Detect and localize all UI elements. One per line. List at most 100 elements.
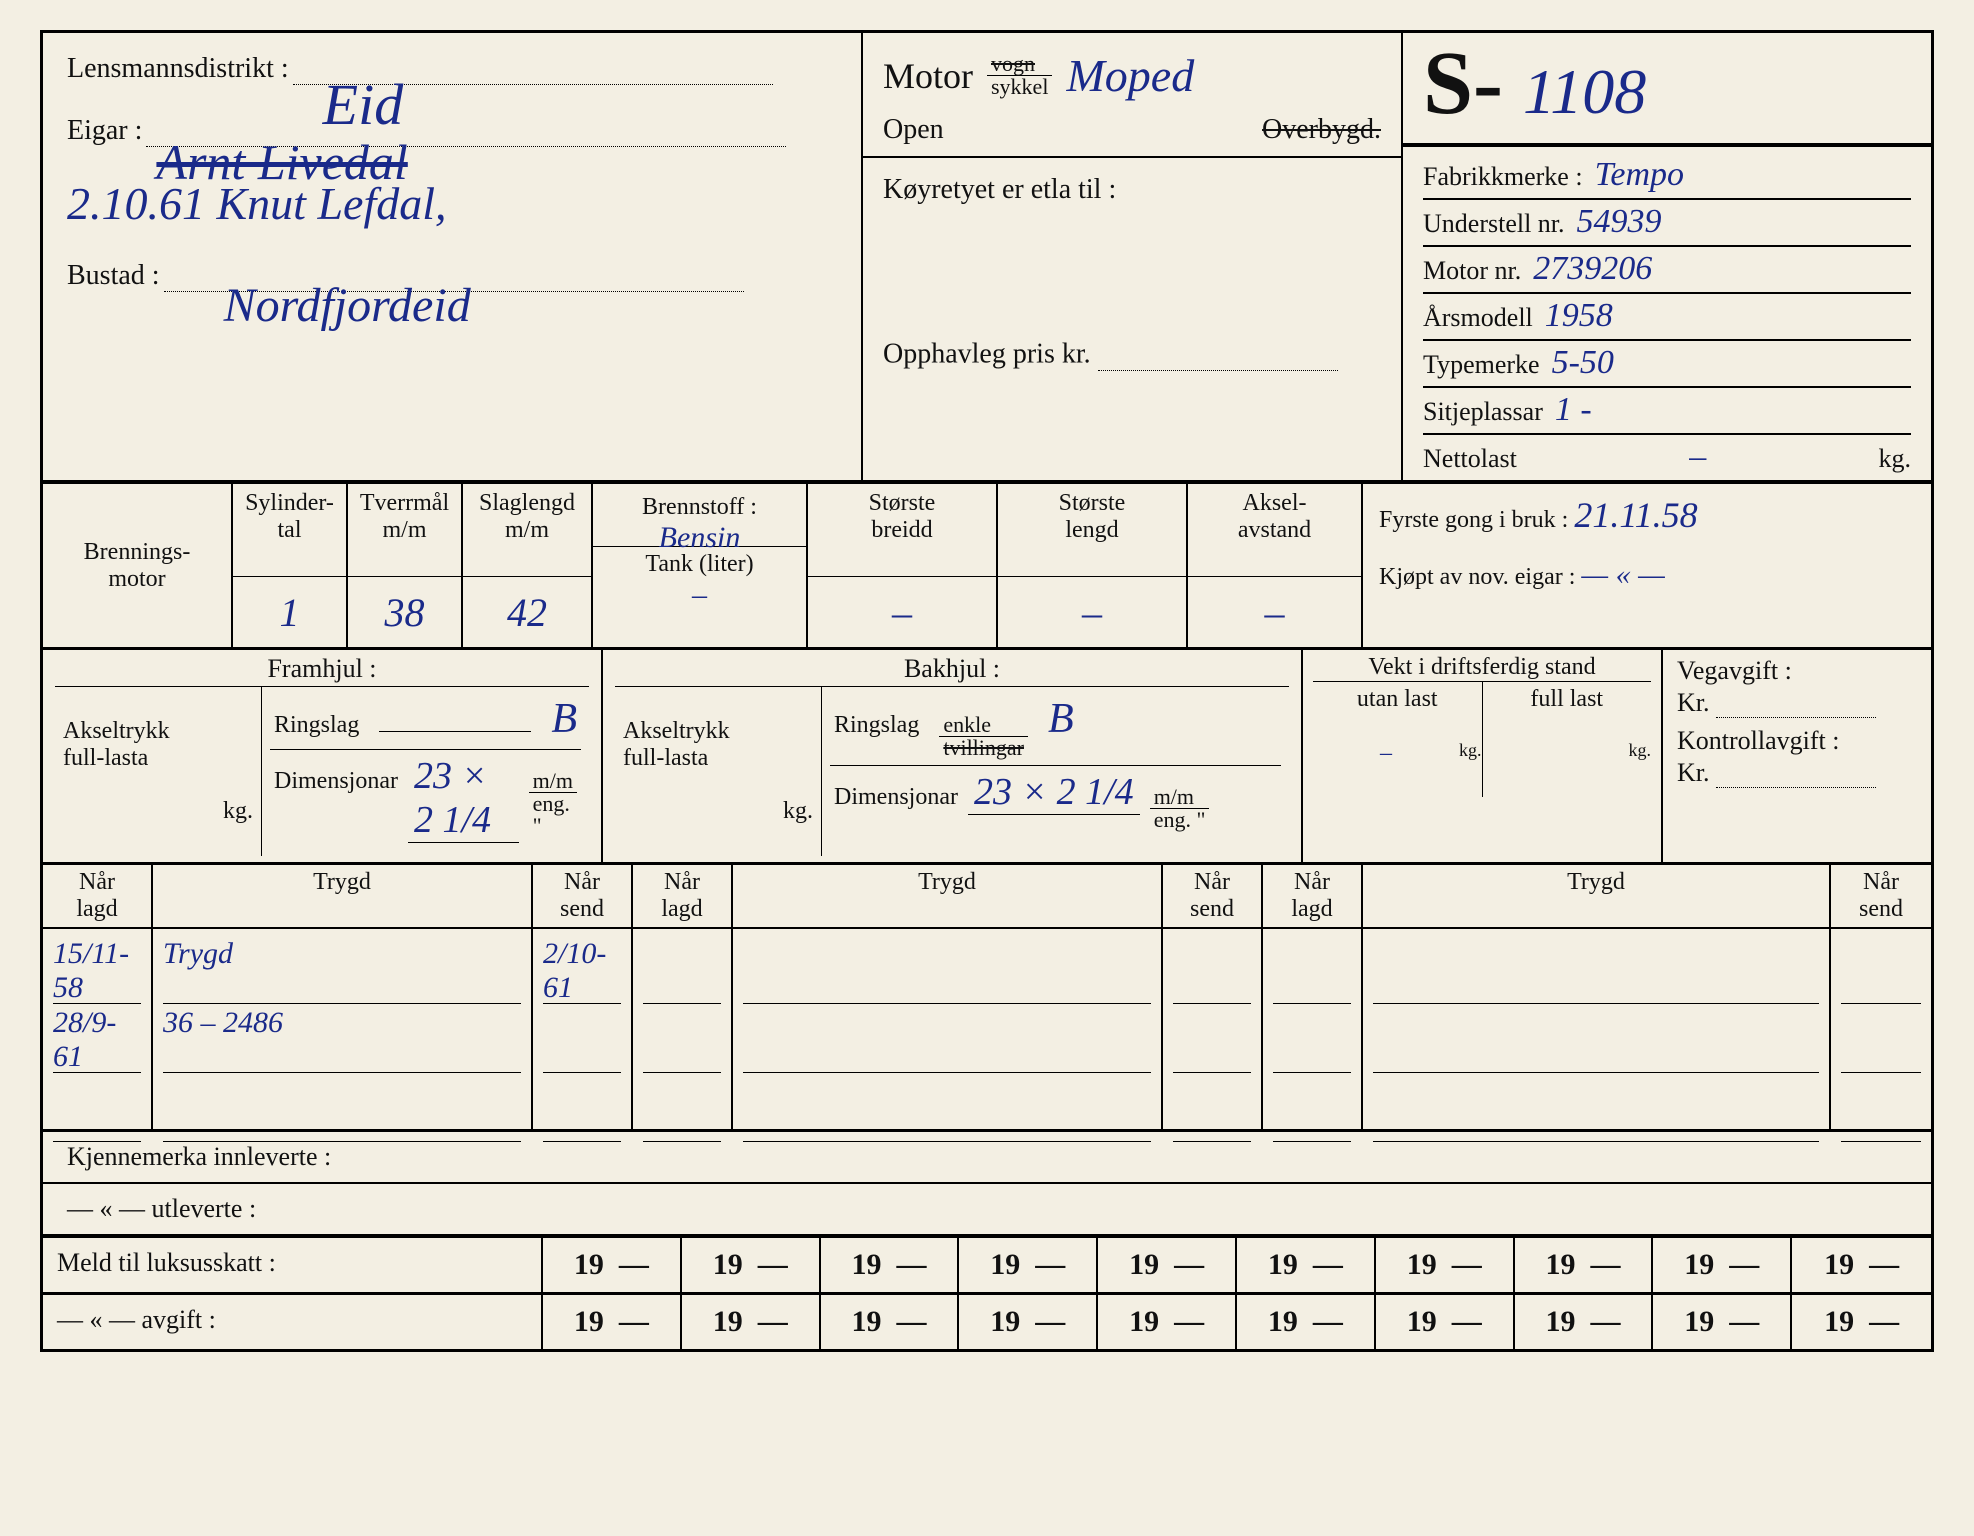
nar-send-1: Når send — [533, 865, 633, 927]
s-number-box: S- 1108 — [1403, 33, 1931, 147]
year-cell: 19 — — [1098, 1238, 1237, 1292]
s-prefix: S- — [1423, 43, 1503, 124]
year-cell: 19 — — [543, 1295, 682, 1349]
arsmodell-value: 1958 — [1545, 297, 1911, 335]
luksus-strip: Meld til luksusskatt : 19 — 19 — 19 — 19… — [40, 1238, 1934, 1295]
ringslag-label-2: Ringslag — [834, 712, 919, 739]
eng-label: eng. " — [529, 793, 577, 837]
tank-label: Tank (liter) — [645, 551, 753, 577]
mm-label: m/m — [529, 770, 577, 793]
kjopt-value: — « — — [1581, 558, 1664, 591]
mid-panel: Motor vogn sykkel Moped Open Overbygd. K… — [863, 33, 1403, 480]
trygd-c4 — [633, 929, 733, 1129]
nettolast-value: – — [1529, 438, 1867, 476]
fabrikkmerke-label: Fabrikkmerke : — [1423, 162, 1583, 192]
right-engine-fields: Fyrste gong i bruk : 21.11.58 Kjøpt av n… — [1363, 484, 1931, 647]
typemerke-label: Typemerke — [1423, 350, 1540, 380]
mm-label-2: m/m — [1150, 786, 1210, 809]
sylinder-value: 1 — [233, 576, 346, 647]
utan-last-value: – — [1380, 740, 1392, 766]
slaglengd-label: Slaglengd m/m — [463, 484, 591, 576]
opphavleg-label: Opphavleg pris kr. — [883, 336, 1381, 371]
nar-lagd-2: Når lagd — [633, 865, 733, 927]
utan-last-label: utan last — [1357, 686, 1438, 712]
right-panel: S- 1108 Fabrikkmerke : Tempo Understell … — [1403, 33, 1931, 480]
year-cell: 19 — — [1376, 1295, 1515, 1349]
understell-value: 54939 — [1577, 203, 1911, 241]
tank-value: – — [692, 578, 707, 611]
nar-lagd-3: Når lagd — [1263, 865, 1363, 927]
vekt-section: Vekt i driftsferdig stand utan last – kg… — [1303, 650, 1663, 862]
bakhjul-title: Bakhjul : — [615, 654, 1289, 684]
registration-card: Lensmannsdistrikt : Eid Eigar : Arnt Liv… — [0, 0, 1974, 1536]
luksus-label: Meld til luksusskatt : — [43, 1238, 543, 1292]
tvillingar-label: tvillingar — [943, 735, 1024, 760]
vekt-title: Vekt i driftsferdig stand — [1313, 654, 1651, 681]
nar-lagd-1: Når lagd — [43, 865, 153, 927]
nar-send-2: Når send — [1163, 865, 1263, 927]
trygd-h-3: Trygd — [1363, 865, 1831, 927]
motor-label: Motor — [883, 55, 973, 97]
dimensjonar-label-2: Dimensjonar — [834, 784, 958, 811]
year-cell: 19 — — [1653, 1238, 1792, 1292]
kg-label-2: kg. — [623, 798, 813, 825]
trygd-body: 15/11-58 28/9-61 Trygd 36 – 2486 2/10-61 — [40, 929, 1934, 1132]
bustad-value: Nordfjordeid — [224, 279, 471, 332]
nettolast-label: Nettolast — [1423, 444, 1517, 474]
nar-send-3: Når send — [1831, 865, 1931, 927]
motornr-label: Motor nr. — [1423, 256, 1521, 286]
trygd-c8 — [1363, 929, 1831, 1129]
top-section: Lensmannsdistrikt : Eid Eigar : Arnt Liv… — [40, 30, 1934, 480]
arsmodell-label: Årsmodell — [1423, 303, 1533, 333]
year-cell: 19 — — [1376, 1238, 1515, 1292]
year-cell: 19 — — [1237, 1238, 1376, 1292]
akseltrykk-label-2: Akseltrykk full-lasta — [623, 718, 730, 771]
avgift-label: — « — avgift : — [43, 1295, 543, 1349]
sylinder-label: Sylinder- tal — [233, 484, 346, 576]
left-panel: Lensmannsdistrikt : Eid Eigar : Arnt Liv… — [43, 33, 863, 480]
kr-label-2: Kr. — [1677, 758, 1710, 787]
year-cell: 19 — — [959, 1295, 1098, 1349]
bak-dim-value: 23 × 2 1/4 — [968, 770, 1140, 815]
vogn-sykkel-fraction: vogn sykkel — [987, 53, 1052, 98]
year-cell: 19 — — [1653, 1295, 1792, 1349]
year-cell: 19 — — [543, 1238, 682, 1292]
fyrste-label: Fyrste gong i bruk : — [1379, 507, 1568, 533]
bak-ringslag-value: B — [1048, 695, 1074, 743]
nettolast-unit: kg. — [1879, 444, 1912, 474]
etla-label: Køyretyet er etla til : — [883, 174, 1381, 206]
full-last-label: full last — [1530, 686, 1603, 712]
year-cell: 19 — — [682, 1238, 821, 1292]
overbygd-label: Overbygd. — [1262, 114, 1381, 146]
fram-dim-value: 23 × 2 1/4 — [408, 754, 519, 843]
eigar-label: Eigar : — [67, 115, 142, 146]
trygd-c5 — [733, 929, 1163, 1129]
engine-row: Brennings- motor Sylinder- tal 1 Tverrmå… — [40, 480, 1934, 650]
s-number: 1108 — [1523, 55, 1646, 129]
fyrste-value: 21.11.58 — [1574, 495, 1697, 535]
aksel-avstand-label: Aksel- avstand — [1188, 484, 1361, 576]
year-cell: 19 — — [1098, 1295, 1237, 1349]
fram-ringslag-value: B — [551, 695, 577, 743]
trygd-c9 — [1831, 929, 1931, 1129]
kr-label-1: Kr. — [1677, 688, 1710, 717]
sykkel-label: sykkel — [987, 76, 1052, 98]
brenningsmotor-label: Brennings- motor — [43, 484, 233, 647]
motornr-value: 2739206 — [1533, 250, 1911, 288]
tverrmal-value: 38 — [348, 576, 461, 647]
trygd-send: 2/10-61 — [533, 929, 633, 1129]
kg-label-3: kg. — [1459, 740, 1482, 761]
akseltrykk-label: Akseltrykk full-lasta — [63, 718, 170, 771]
brennstoff-label: Brennstoff : — [642, 494, 757, 520]
year-cell: 19 — — [682, 1295, 821, 1349]
typemerke-value: 5-50 — [1552, 344, 1911, 382]
motor-value: Moped — [1066, 49, 1194, 102]
trygd-dates: 15/11-58 28/9-61 — [43, 929, 153, 1129]
tverrmal-label: Tverrmål m/m — [348, 484, 461, 576]
year-cell: 19 — — [1792, 1295, 1931, 1349]
trygd-c7 — [1263, 929, 1363, 1129]
year-cell: 19 — — [821, 1295, 960, 1349]
vegavgift-label: Vegavgift : — [1677, 656, 1917, 686]
sitjeplassar-label: Sitjeplassar — [1423, 397, 1543, 427]
year-cell: 19 — — [1515, 1238, 1654, 1292]
